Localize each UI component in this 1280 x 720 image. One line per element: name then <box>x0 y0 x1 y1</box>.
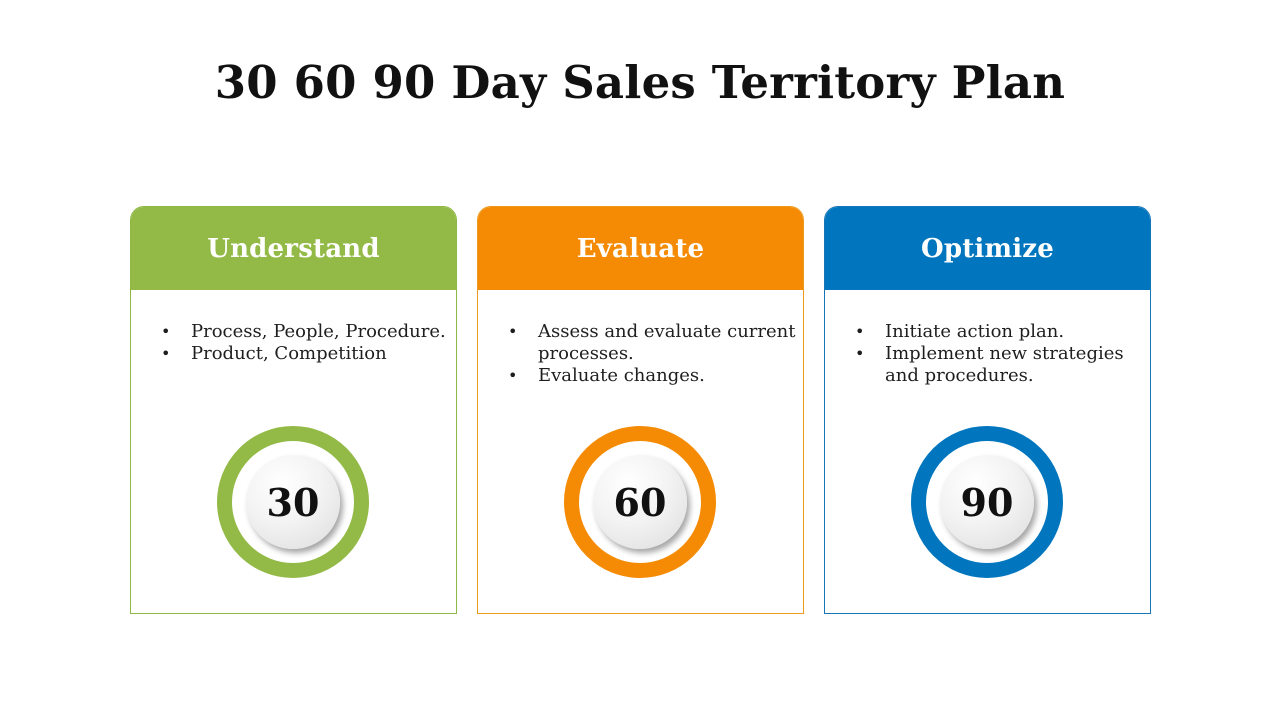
day-number: 30 <box>246 455 340 549</box>
bullet-list: Assess and evaluate current processes. E… <box>506 321 796 387</box>
bullet-item: Implement new strategies and procedures. <box>853 343 1143 387</box>
card-header: Optimize <box>825 207 1150 290</box>
bullet-list: Initiate action plan. Implement new stra… <box>853 321 1143 387</box>
bullet-item: Initiate action plan. <box>853 321 1143 343</box>
bullet-item: Evaluate changes. <box>506 365 796 387</box>
day-number: 60 <box>593 455 687 549</box>
bullet-item: Assess and evaluate current processes. <box>506 321 796 365</box>
bullet-item: Product, Competition <box>159 343 449 365</box>
ring-badge: 60 <box>564 426 716 578</box>
ring-badge: 30 <box>217 426 369 578</box>
card-understand: Understand Process, People, Procedure. P… <box>130 206 457 614</box>
card-evaluate: Evaluate Assess and evaluate current pro… <box>477 206 804 614</box>
day-number: 90 <box>940 455 1034 549</box>
card-optimize: Optimize Initiate action plan. Implement… <box>824 206 1151 614</box>
ring-badge: 90 <box>911 426 1063 578</box>
bullet-list: Process, People, Procedure. Product, Com… <box>159 321 449 365</box>
card-header: Evaluate <box>478 207 803 290</box>
card-header: Understand <box>131 207 456 290</box>
bullet-item: Process, People, Procedure. <box>159 321 449 343</box>
page-title: 30 60 90 Day Sales Territory Plan <box>214 56 1066 109</box>
